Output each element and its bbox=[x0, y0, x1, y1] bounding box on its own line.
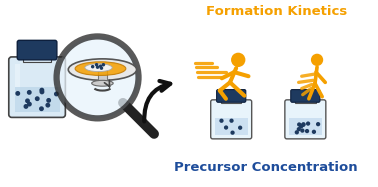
Circle shape bbox=[301, 122, 306, 126]
Circle shape bbox=[15, 91, 20, 96]
Circle shape bbox=[40, 89, 44, 94]
Ellipse shape bbox=[68, 59, 136, 80]
Circle shape bbox=[39, 88, 44, 93]
Circle shape bbox=[45, 103, 50, 108]
Bar bbox=[98, 70, 107, 83]
Circle shape bbox=[25, 98, 30, 103]
Circle shape bbox=[305, 129, 309, 133]
Bar bbox=[15, 64, 20, 111]
Circle shape bbox=[54, 92, 59, 96]
Circle shape bbox=[39, 106, 44, 111]
Circle shape bbox=[300, 128, 305, 133]
Circle shape bbox=[312, 130, 316, 134]
FancyBboxPatch shape bbox=[211, 100, 252, 139]
Circle shape bbox=[91, 65, 94, 68]
Circle shape bbox=[297, 122, 301, 127]
FancyBboxPatch shape bbox=[291, 90, 320, 102]
Circle shape bbox=[35, 96, 40, 101]
Ellipse shape bbox=[92, 80, 113, 86]
Circle shape bbox=[102, 63, 105, 66]
Bar bbox=[289, 118, 322, 135]
Circle shape bbox=[311, 54, 323, 66]
Bar bbox=[15, 87, 59, 112]
Circle shape bbox=[27, 90, 32, 95]
Circle shape bbox=[100, 66, 103, 70]
Circle shape bbox=[46, 98, 51, 103]
FancyBboxPatch shape bbox=[285, 100, 326, 139]
Circle shape bbox=[219, 119, 224, 123]
Bar bbox=[23, 56, 51, 62]
FancyBboxPatch shape bbox=[17, 40, 57, 60]
Circle shape bbox=[231, 53, 245, 67]
Circle shape bbox=[229, 119, 234, 123]
Text: Precursor Concentration: Precursor Concentration bbox=[174, 161, 357, 174]
Circle shape bbox=[306, 121, 310, 126]
FancyBboxPatch shape bbox=[217, 90, 246, 102]
Circle shape bbox=[96, 65, 99, 69]
Circle shape bbox=[99, 65, 102, 68]
Circle shape bbox=[224, 125, 228, 130]
Bar bbox=[215, 118, 248, 135]
Circle shape bbox=[23, 104, 28, 109]
Text: Formation Kinetics: Formation Kinetics bbox=[206, 4, 348, 18]
FancyBboxPatch shape bbox=[9, 57, 65, 117]
Bar bbox=[295, 99, 316, 103]
Bar bbox=[221, 99, 242, 103]
Circle shape bbox=[231, 131, 235, 135]
Circle shape bbox=[301, 123, 305, 127]
Circle shape bbox=[316, 122, 320, 126]
Circle shape bbox=[57, 36, 138, 118]
Circle shape bbox=[295, 130, 299, 134]
Ellipse shape bbox=[85, 64, 112, 72]
Circle shape bbox=[299, 124, 303, 128]
Circle shape bbox=[27, 102, 32, 107]
Circle shape bbox=[297, 127, 301, 131]
Circle shape bbox=[238, 125, 242, 130]
Ellipse shape bbox=[75, 62, 126, 75]
Circle shape bbox=[95, 63, 98, 66]
